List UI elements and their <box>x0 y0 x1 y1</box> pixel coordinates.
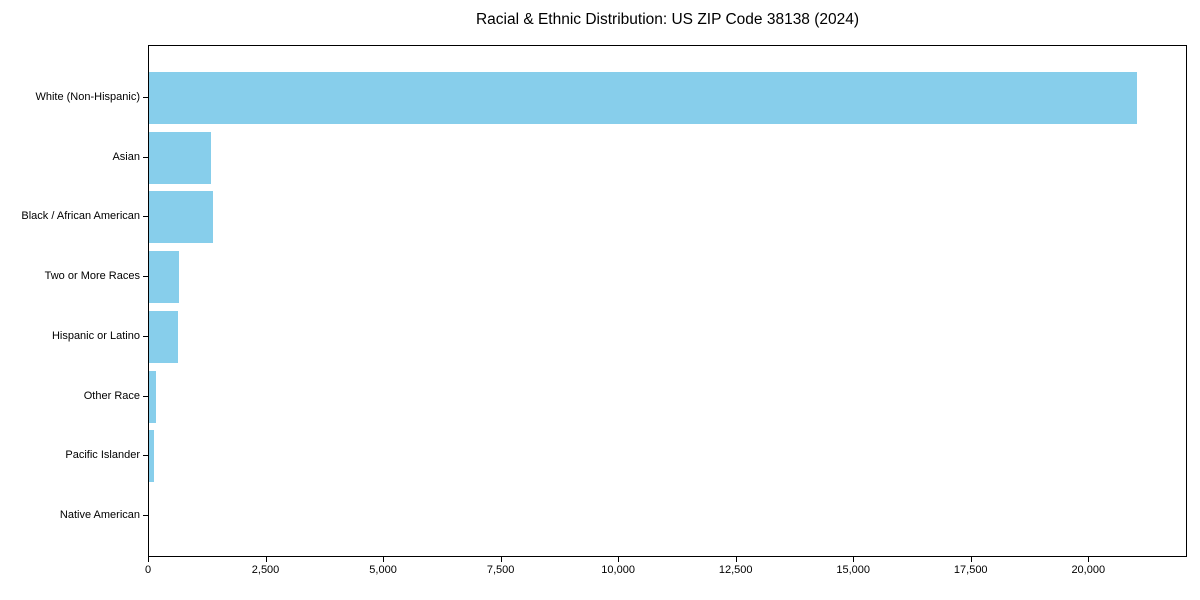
x-axis-tick-label: 12,500 <box>718 564 753 576</box>
x-axis-tick-label: 7,500 <box>486 564 515 576</box>
y-tick-mark <box>143 216 148 218</box>
y-tick-mark <box>143 97 148 98</box>
y-axis-category-label: Two or More Races <box>44 270 140 283</box>
y-tick-mark <box>143 514 148 516</box>
y-axis-category-label: Native American <box>59 508 140 521</box>
x-tick-mark <box>735 557 737 562</box>
x-axis-tick-label: 5,000 <box>369 564 397 576</box>
bar-asian <box>149 131 212 184</box>
x-axis-tick-label: 10,000 <box>601 564 635 576</box>
y-axis-category-label: Hispanic or Latino <box>51 329 140 342</box>
y-tick-mark <box>143 156 148 158</box>
x-tick-mark <box>970 557 972 562</box>
x-tick-mark <box>618 557 620 562</box>
bar-other-race <box>149 370 156 423</box>
y-tick-mark <box>143 276 148 278</box>
bar-white-non-hispanic <box>149 72 1137 124</box>
x-tick-mark <box>148 557 149 562</box>
bar-two-or-more-races <box>149 251 180 304</box>
y-axis-category-label: Other Race <box>83 389 140 402</box>
plot-area <box>148 45 1187 557</box>
x-tick-mark <box>265 557 267 562</box>
y-axis-category-label: Black / African American <box>21 210 140 223</box>
bar-hispanic-or-latino <box>149 310 179 363</box>
y-axis-category-label: Asian <box>112 150 140 163</box>
y-axis-category-label: White (Non-Hispanic) <box>35 91 140 103</box>
x-tick-mark <box>1088 557 1090 562</box>
bar-pacific-islander <box>149 430 154 483</box>
x-tick-mark <box>500 557 502 562</box>
x-axis-tick-label: 20,000 <box>1071 564 1106 576</box>
y-tick-mark <box>143 335 148 337</box>
y-tick-mark <box>143 455 148 457</box>
y-axis-category-label: Pacific Islander <box>65 449 140 462</box>
chart-title: Racial & Ethnic Distribution: US ZIP Cod… <box>475 11 860 28</box>
x-axis-tick-label: 0 <box>144 564 152 576</box>
x-tick-mark <box>853 557 855 562</box>
x-axis-tick-label: 17,500 <box>953 564 988 576</box>
y-tick-mark <box>143 395 148 397</box>
x-tick-mark <box>383 557 385 562</box>
x-axis-tick-label: 15,000 <box>836 564 871 576</box>
bar-black-african-american <box>149 191 214 244</box>
x-axis-tick-label: 2,500 <box>251 564 280 576</box>
